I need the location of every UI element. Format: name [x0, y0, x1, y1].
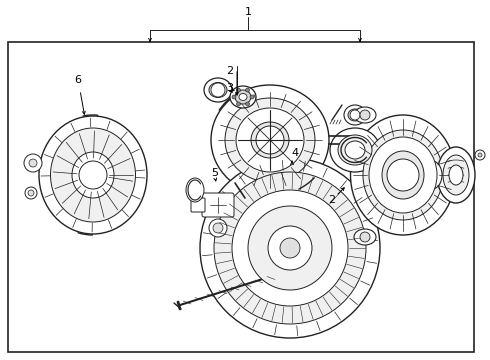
- Circle shape: [232, 95, 236, 99]
- Ellipse shape: [204, 78, 232, 102]
- Text: 4: 4: [292, 148, 298, 158]
- Ellipse shape: [39, 116, 147, 234]
- Ellipse shape: [225, 98, 315, 182]
- Ellipse shape: [209, 82, 227, 98]
- Ellipse shape: [345, 141, 365, 159]
- Circle shape: [360, 110, 370, 120]
- Circle shape: [25, 187, 37, 199]
- Text: 1: 1: [245, 7, 251, 17]
- Ellipse shape: [186, 178, 204, 202]
- Ellipse shape: [338, 135, 372, 165]
- Ellipse shape: [236, 108, 304, 172]
- Ellipse shape: [239, 94, 247, 100]
- Circle shape: [268, 226, 312, 270]
- Circle shape: [214, 172, 366, 324]
- Bar: [8, 42, 474, 352]
- Circle shape: [245, 102, 249, 106]
- Circle shape: [280, 238, 300, 258]
- Ellipse shape: [211, 85, 329, 195]
- FancyBboxPatch shape: [191, 198, 205, 212]
- Text: 2: 2: [328, 195, 336, 205]
- Ellipse shape: [251, 122, 289, 158]
- Circle shape: [475, 150, 485, 160]
- Circle shape: [28, 190, 34, 196]
- Circle shape: [29, 159, 37, 167]
- Circle shape: [350, 110, 360, 120]
- Ellipse shape: [363, 130, 443, 220]
- Ellipse shape: [72, 152, 114, 198]
- Ellipse shape: [350, 115, 456, 235]
- FancyBboxPatch shape: [202, 193, 234, 217]
- Text: 2: 2: [226, 66, 234, 76]
- Circle shape: [245, 88, 249, 92]
- Ellipse shape: [354, 229, 376, 245]
- Ellipse shape: [50, 128, 136, 222]
- Ellipse shape: [449, 165, 463, 185]
- Circle shape: [256, 126, 284, 154]
- Text: 3: 3: [226, 83, 234, 93]
- Circle shape: [387, 159, 419, 191]
- Circle shape: [24, 154, 42, 172]
- Circle shape: [478, 153, 482, 157]
- Text: 6: 6: [74, 75, 81, 85]
- Ellipse shape: [369, 137, 437, 213]
- Ellipse shape: [230, 86, 256, 108]
- Ellipse shape: [437, 147, 475, 203]
- Ellipse shape: [330, 128, 380, 172]
- Ellipse shape: [354, 107, 376, 123]
- Circle shape: [79, 161, 107, 189]
- Circle shape: [360, 232, 370, 242]
- Ellipse shape: [382, 151, 424, 199]
- Ellipse shape: [348, 109, 362, 121]
- Circle shape: [200, 158, 380, 338]
- Circle shape: [211, 83, 225, 97]
- Ellipse shape: [235, 90, 251, 104]
- Circle shape: [250, 95, 254, 99]
- Ellipse shape: [344, 105, 366, 125]
- Ellipse shape: [422, 161, 442, 189]
- Ellipse shape: [443, 155, 469, 195]
- Circle shape: [209, 219, 227, 237]
- Circle shape: [237, 88, 241, 92]
- Circle shape: [232, 190, 348, 306]
- Circle shape: [237, 102, 241, 106]
- Circle shape: [248, 206, 332, 290]
- Text: 5: 5: [212, 168, 219, 178]
- Circle shape: [213, 223, 223, 233]
